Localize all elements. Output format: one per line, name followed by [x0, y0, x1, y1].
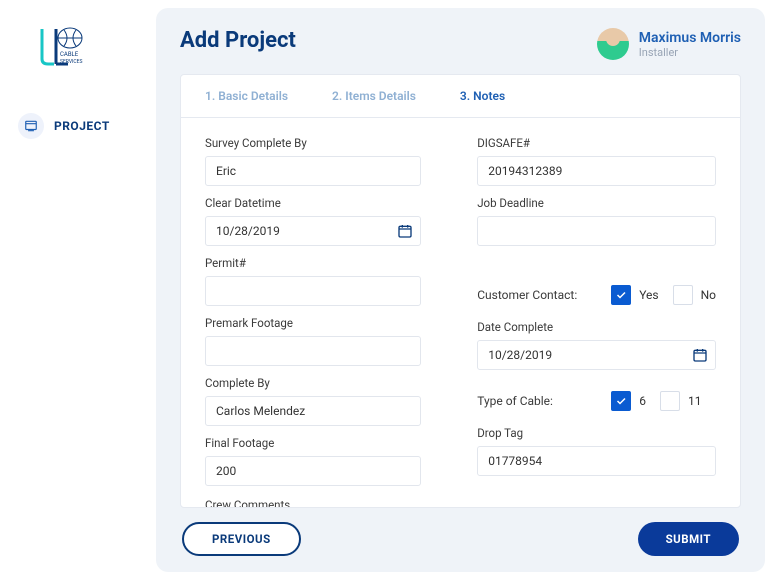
- checkbox-checked-icon: [611, 285, 631, 305]
- user-role: Installer: [639, 46, 741, 59]
- previous-button[interactable]: PREVIOUS: [182, 522, 301, 556]
- avatar: [597, 28, 629, 60]
- complete-by-input[interactable]: [205, 396, 421, 426]
- customer-contact-yes[interactable]: Yes: [611, 285, 658, 305]
- tab-items-details[interactable]: 2. Items Details: [332, 89, 416, 103]
- job-deadline-input[interactable]: [477, 216, 716, 246]
- permit-input[interactable]: [205, 276, 421, 306]
- digsafe-input[interactable]: [477, 156, 716, 186]
- form-body: Survey Complete By Clear Datetime Permit…: [181, 118, 740, 507]
- svg-text:CABLE: CABLE: [60, 51, 79, 58]
- premark-footage-input[interactable]: [205, 336, 421, 366]
- submit-button[interactable]: SUBMIT: [638, 522, 739, 556]
- survey-complete-by-input[interactable]: [205, 156, 421, 186]
- job-deadline-label: Job Deadline: [477, 196, 716, 210]
- brand-logo: CABLE SERVICES: [12, 24, 144, 69]
- checkbox-checked-icon: [611, 391, 631, 411]
- crew-comments-label: Crew Comments: [205, 498, 716, 507]
- user-name: Maximus Morris: [639, 30, 741, 46]
- type-of-cable-label: Type of Cable:: [477, 394, 597, 408]
- topbar: Add Project Maximus Morris Installer: [180, 28, 741, 60]
- tabs: 1. Basic Details 2. Items Details 3. Not…: [181, 75, 740, 118]
- main-panel: Add Project Maximus Morris Installer 1. …: [156, 8, 765, 572]
- permit-label: Permit#: [205, 256, 421, 270]
- user-block[interactable]: Maximus Morris Installer: [597, 28, 741, 60]
- date-complete-label: Date Complete: [477, 320, 716, 334]
- drop-tag-input[interactable]: [477, 446, 716, 476]
- svg-text:SERVICES: SERVICES: [60, 59, 82, 65]
- sidebar-item-project[interactable]: PROJECT: [12, 105, 144, 147]
- survey-complete-by-label: Survey Complete By: [205, 136, 421, 150]
- tab-notes[interactable]: 3. Notes: [460, 89, 505, 103]
- tab-basic-details[interactable]: 1. Basic Details: [205, 89, 288, 103]
- form-card: 1. Basic Details 2. Items Details 3. Not…: [180, 74, 741, 508]
- cable-type-11[interactable]: 11: [660, 391, 702, 411]
- page-title: Add Project: [180, 28, 296, 53]
- digsafe-label: DIGSAFE#: [477, 136, 716, 150]
- project-icon: [18, 113, 44, 139]
- drop-tag-label: Drop Tag: [477, 426, 716, 440]
- cable-type-6[interactable]: 6: [611, 391, 646, 411]
- customer-contact-label: Customer Contact:: [477, 288, 597, 302]
- date-complete-input[interactable]: [477, 340, 716, 370]
- form-actions: PREVIOUS SUBMIT: [180, 508, 741, 556]
- final-footage-input[interactable]: [205, 456, 421, 486]
- sidebar: CABLE SERVICES PROJECT: [0, 0, 156, 580]
- logo-mark: CABLE SERVICES: [32, 24, 92, 69]
- final-footage-label: Final Footage: [205, 436, 421, 450]
- premark-footage-label: Premark Footage: [205, 316, 421, 330]
- type-of-cable-row: Type of Cable: 6 11: [477, 386, 716, 416]
- sidebar-item-label: PROJECT: [54, 119, 110, 133]
- clear-datetime-input[interactable]: [205, 216, 421, 246]
- clear-datetime-label: Clear Datetime: [205, 196, 421, 210]
- checkbox-empty-icon: [660, 391, 680, 411]
- customer-contact-no[interactable]: No: [673, 285, 716, 305]
- complete-by-label: Complete By: [205, 376, 421, 390]
- checkbox-empty-icon: [673, 285, 693, 305]
- customer-contact-row: Customer Contact: Yes No: [477, 280, 716, 310]
